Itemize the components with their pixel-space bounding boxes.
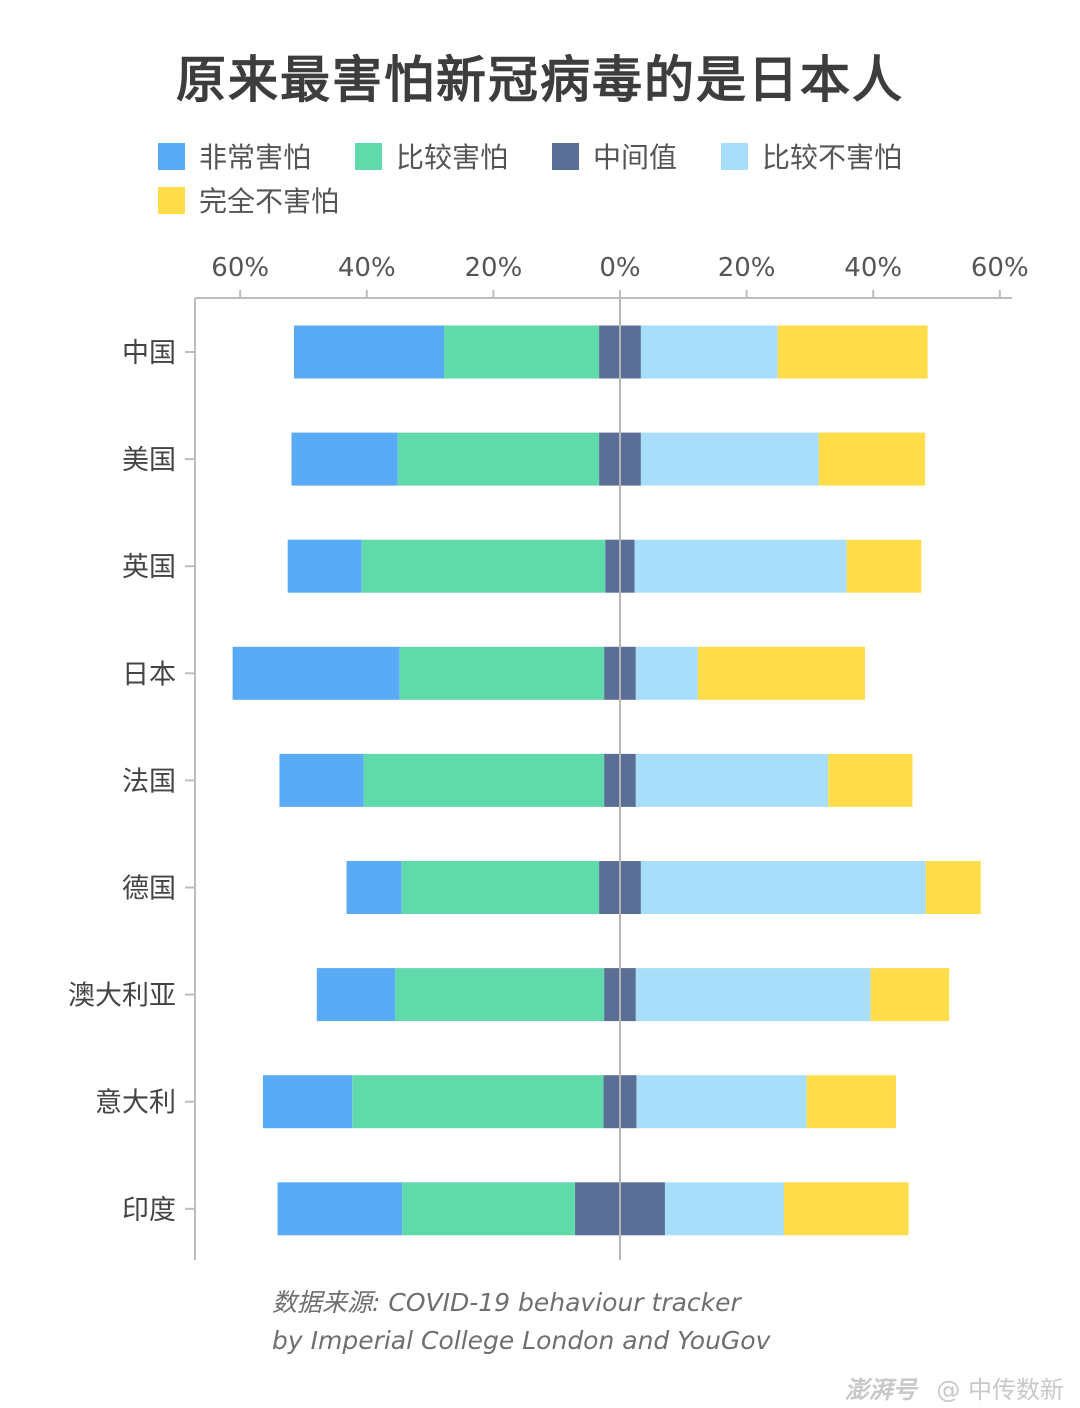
bar-segment [664, 1182, 784, 1236]
bar-segment [444, 325, 600, 379]
bar-segment [640, 861, 926, 914]
bar-segment [783, 1182, 909, 1236]
chart: 60% 40% 20% 0% 20% 40% 60% 中国美国英国日本法国德国澳大利亚意大利印… [68, 253, 1029, 1260]
legend-label: 非常害怕 [199, 141, 312, 174]
legend-item: 中间值 [552, 140, 677, 174]
bar-segment [291, 432, 398, 486]
category-label: 法国 [122, 766, 176, 797]
bar-segment [818, 432, 926, 486]
bar-segment [806, 1075, 896, 1129]
bar-segment [346, 861, 402, 914]
x-tick-label: 40% [844, 253, 902, 283]
category-label: 德国 [122, 874, 176, 905]
category-label: 澳大利亚 [68, 981, 176, 1012]
legend-swatch [552, 142, 580, 170]
legend-item: 非常害怕 [158, 140, 311, 174]
legend-label: 比较害怕 [396, 141, 509, 174]
legend-swatch [721, 142, 749, 170]
bar-segment [640, 325, 778, 379]
source-line-2: by Imperial College London and YouGov [272, 1326, 771, 1355]
category-label: 英国 [122, 552, 176, 583]
legend-item: 完全不害怕 [158, 184, 339, 218]
x-tick-label: 60% [211, 253, 269, 283]
bar-segment [287, 539, 362, 593]
bar-segment [401, 861, 600, 914]
bar-segment [640, 432, 819, 486]
legend-swatch [158, 186, 185, 214]
watermark-text: @ 中传数新 [936, 1376, 1064, 1404]
x-tick-label: 0% [599, 253, 640, 283]
source-note: 数据来源: COVID-19 behaviour tracker by Impe… [272, 1284, 770, 1360]
x-tick-label: 60% [971, 253, 1029, 283]
bar-segment [277, 1182, 403, 1236]
legend-label: 中间值 [593, 141, 678, 174]
bar-segment [636, 1075, 807, 1129]
bar-segment [635, 646, 698, 700]
source-line-1: 数据来源: COVID-19 behaviour tracker [272, 1288, 741, 1317]
bar-segment [279, 753, 364, 807]
bar-segment [397, 432, 600, 486]
category-label: 日本 [122, 659, 176, 690]
chart-title: 原来最害怕新冠病毒的是日本人 [176, 51, 904, 109]
watermark: 澎湃号 @ 中传数新 [845, 1370, 1064, 1405]
category-label: 印度 [122, 1195, 176, 1226]
legend: 非常害怕 比较害怕 中间值 比较不害怕完全不害怕 [158, 140, 1018, 218]
bar-segment [635, 753, 829, 807]
bar-segment [363, 753, 605, 807]
category-label: 美国 [122, 445, 176, 476]
x-tick-label: 40% [338, 253, 396, 283]
bar-segment [402, 1182, 576, 1236]
bar-segment [697, 646, 865, 700]
bar-segment [395, 968, 605, 1022]
legend-swatch [158, 142, 185, 170]
bar-segment [399, 646, 605, 700]
bar-segment [262, 1075, 353, 1129]
bar-segment [316, 968, 396, 1022]
legend-item: 比较害怕 [355, 140, 508, 174]
legend-item: 比较不害怕 [721, 140, 902, 174]
bar-segment [925, 861, 981, 914]
bar-segment [870, 968, 950, 1022]
bar-segment [634, 539, 847, 593]
legend-swatch [355, 142, 383, 170]
bar-segment [361, 539, 606, 593]
bar-segment [294, 325, 445, 379]
x-tick-label: 20% [465, 253, 523, 283]
category-label: 中国 [122, 338, 176, 369]
bar-segment [232, 646, 400, 700]
legend-label: 完全不害怕 [199, 185, 340, 218]
legend-label: 比较不害怕 [762, 141, 903, 174]
category-label: 意大利 [95, 1088, 176, 1119]
watermark-logo: 澎湃号 [844, 1376, 917, 1404]
bar-segment [846, 539, 922, 593]
bar-segment [352, 1075, 604, 1129]
bar-segment [828, 753, 913, 807]
bar-segment [635, 968, 871, 1022]
x-tick-label: 20% [718, 253, 776, 283]
bar-segment [777, 325, 928, 379]
